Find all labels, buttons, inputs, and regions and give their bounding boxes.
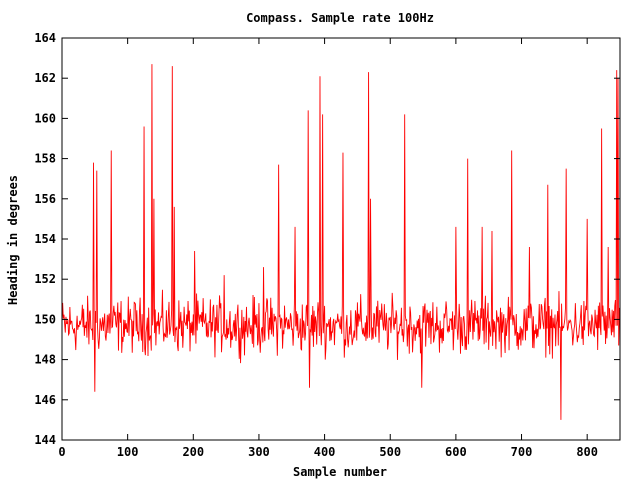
y-tick-label: 152	[34, 272, 56, 286]
y-tick-label: 154	[34, 232, 56, 246]
x-tick-label: 800	[576, 445, 598, 459]
x-tick-label: 700	[511, 445, 533, 459]
y-axis-label: Heading in degrees	[6, 175, 20, 305]
x-axis: 0 100 200 300 400 500 600 700 800	[58, 38, 598, 459]
y-tick-label: 160	[34, 111, 56, 125]
y-tick-label: 150	[34, 312, 56, 326]
x-tick-label: 500	[379, 445, 401, 459]
plot-area	[61, 64, 620, 420]
y-tick-label: 148	[34, 353, 56, 367]
x-tick-label: 600	[445, 445, 467, 459]
y-tick-label: 164	[34, 31, 56, 45]
x-tick-label: 200	[182, 445, 204, 459]
chart-title: Compass. Sample rate 100Hz	[246, 11, 434, 25]
x-tick-label: 0	[58, 445, 65, 459]
x-tick-label: 300	[248, 445, 270, 459]
y-tick-label: 144	[34, 433, 56, 447]
x-tick-label: 400	[314, 445, 336, 459]
x-tick-label: 100	[117, 445, 139, 459]
series-line	[61, 64, 620, 420]
x-axis-label: Sample number	[293, 465, 387, 479]
y-tick-label: 156	[34, 192, 56, 206]
plot-frame	[61, 37, 621, 441]
y-tick-label: 146	[34, 393, 56, 407]
y-tick-label: 158	[34, 152, 56, 166]
y-axis: 144 146 148 150 152 154 156 158 160 162 164	[34, 31, 620, 447]
y-tick-label: 162	[34, 71, 56, 85]
